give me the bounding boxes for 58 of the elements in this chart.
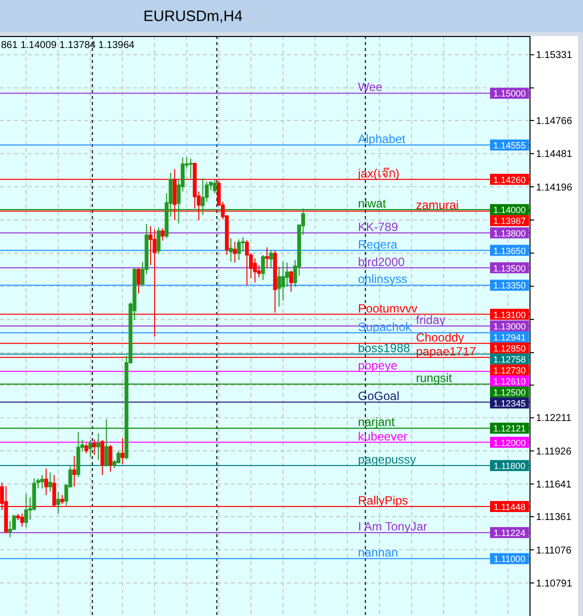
chart-title: EURUSDm,H4 <box>143 8 243 25</box>
annotation: 1.11224 <box>494 528 526 538</box>
ref-line-label: Chooddy <box>416 330 464 344</box>
ref-line-label: nannan <box>358 546 398 560</box>
ref-line-label: Alphabet <box>358 132 406 146</box>
annotation: 1.13650 <box>493 246 526 256</box>
annotation: 1.11000 <box>494 554 526 564</box>
ref-line-label: Pootumvvv <box>358 301 418 316</box>
annotation: 1.12610 <box>493 376 526 386</box>
ref-line-label: ohlinsyss <box>358 272 408 286</box>
annotation: 861 1.14009 1.13784 1.13964 <box>1 40 135 51</box>
annotation: 1.13100 <box>493 310 526 320</box>
annotation: 1.13000 <box>493 321 526 332</box>
annotation: 1.12758 <box>493 354 526 364</box>
y-tick-label: 1.15331 <box>536 50 573 62</box>
ref-line-label: Wee <box>358 80 383 94</box>
ref-line-label: GoGoal <box>358 389 400 404</box>
y-tick-label: 1.11641 <box>536 480 572 491</box>
y-tick-label: 1.11361 <box>536 512 572 524</box>
ref-line-label: friday <box>416 312 446 327</box>
annotation: 1.14260 <box>493 174 526 185</box>
ref-line-label: rungsit <box>416 371 453 386</box>
ref-line-label: kubeever <box>358 429 408 444</box>
annotation: 1.12850 <box>493 343 526 354</box>
y-tick-label: 1.14481 <box>536 149 573 160</box>
ref-line-label: KK-789 <box>358 220 398 234</box>
annotation: 1.14555 <box>493 140 526 151</box>
annotation: 1.12941 <box>493 332 526 342</box>
annotation: 1.15000 <box>493 88 526 99</box>
ref-line-label: RallyPips <box>358 494 408 508</box>
ref-line-label: jax(เจ๊ก) <box>357 166 400 180</box>
y-tick-label: 1.14766 <box>536 116 573 127</box>
y-tick-label: 1.14196 <box>536 182 573 194</box>
annotation: 1.13350 <box>493 280 526 291</box>
annotation: 1.11800 <box>494 461 526 472</box>
annotation: 1.13500 <box>493 263 526 274</box>
annotation: 1.12500 <box>493 387 526 398</box>
y-tick-label: 1.11926 <box>536 446 572 458</box>
ref-line-label: popeye <box>358 358 398 372</box>
annotation: 1.13800 <box>493 228 526 238</box>
ref-line-label: narjant <box>358 415 396 430</box>
annotation: 1.13987 <box>493 216 526 226</box>
annotation: 1.11448 <box>494 502 526 512</box>
y-tick-label: 1.12211 <box>536 413 572 424</box>
annotation: 1.12121 <box>493 424 526 434</box>
ref-line-label: pagepussy <box>358 452 416 467</box>
ref-line-label: I Am TonyJar <box>358 520 428 534</box>
annotation: 1.12345 <box>493 398 526 408</box>
ref-line-label: bird2000 <box>358 254 406 269</box>
ref-line-label: Regera <box>358 237 398 252</box>
annotation: 1.14000 <box>493 205 526 216</box>
y-tick-label: 1.11076 <box>536 545 572 556</box>
ref-line-label: niwat <box>358 196 387 211</box>
ref-line-label: boss1988 <box>358 341 410 356</box>
ref-line-label: zamurai <box>416 198 459 212</box>
y-tick-label: 1.10791 <box>536 578 573 590</box>
annotation: 1.12730 <box>493 365 526 376</box>
annotation: 1.12000 <box>493 438 526 448</box>
